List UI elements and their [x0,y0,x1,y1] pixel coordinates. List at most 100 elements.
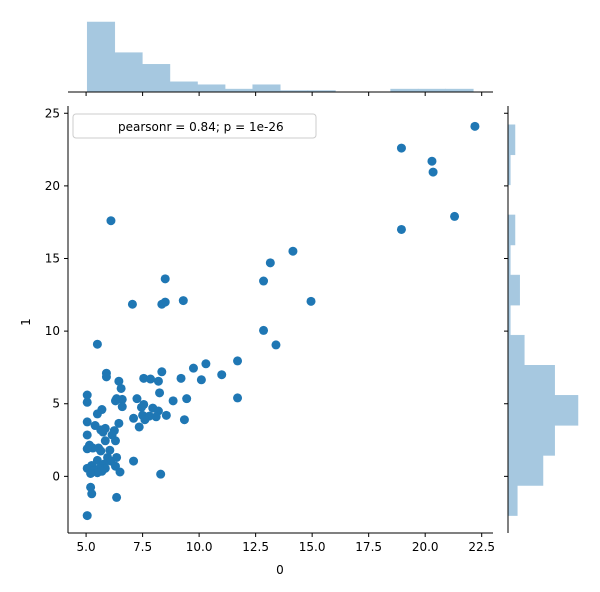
data-point [233,393,243,403]
data-point [396,143,406,153]
data-point [151,412,161,422]
y-histogram-bar [507,395,579,426]
data-point [178,296,188,306]
data-point [157,367,167,377]
x-histogram-bar [114,52,143,93]
y-histogram-bar [507,274,520,306]
scatter-points [82,121,480,521]
data-point [179,415,189,425]
data-point [92,339,102,349]
data-point [86,468,96,478]
data-point [288,246,298,256]
data-point [217,370,227,380]
y-tick-label: 0 [52,469,60,483]
data-point [157,299,167,309]
y-histogram-bar [507,455,544,486]
data-point [470,121,480,131]
data-point [201,359,211,369]
data-point [114,418,124,428]
data-point [153,376,163,386]
data-point [96,446,106,456]
legend: pearsonr = 0.84; p = 1e-26 [72,113,317,139]
data-point [115,467,125,477]
data-point [105,445,115,455]
data-point [132,394,142,404]
data-point [101,372,111,382]
data-point [139,373,149,383]
x-tick-label: 10.0 [186,540,213,554]
data-point [156,469,166,479]
data-point [271,340,281,350]
data-point [196,375,206,385]
data-point [396,224,406,234]
data-point [92,409,102,419]
x-tick-label: 7.5 [133,540,152,554]
x-histogram-bar [252,84,281,93]
y-histogram-bar [507,365,555,396]
y-histogram-bar [507,485,518,516]
data-point [134,422,144,432]
x-axis: 5.0 7.5 10.0 12.5 15.0 17.5 20.0 22.5 [68,532,495,554]
data-point [129,413,139,423]
y-histogram-bar [507,425,555,456]
x-tick-label: 22.5 [468,540,495,554]
data-point [161,410,171,420]
data-point [176,373,186,383]
x-histogram-bar [86,21,116,93]
y-axis-label: 1 [19,318,33,326]
x-tick-label: 5.0 [77,540,96,554]
data-point [160,274,170,284]
data-point [140,415,150,425]
y-axis: 0 5 10 15 20 25 [45,106,69,533]
data-point [136,402,146,412]
x-marginal-axis [68,91,493,96]
data-point [82,397,92,407]
data-point [146,374,156,384]
x-histogram-bar [169,81,198,93]
x-axis-label: 0 [276,563,284,577]
y-tick-label: 25 [45,106,60,120]
y-tick-label: 5 [52,397,60,411]
data-point [127,299,137,309]
data-point [116,383,126,393]
data-point [182,394,192,404]
data-point [92,468,102,478]
data-point [428,167,438,177]
x-histogram-bar [197,84,226,93]
data-point [110,396,120,406]
data-point [100,436,110,446]
x-tick-label: 15.0 [299,540,326,554]
data-point [82,390,92,400]
data-point [106,216,116,226]
data-point [87,489,97,499]
data-point [306,296,316,306]
y-marginal-axis [504,106,509,533]
data-point [114,376,124,386]
y-tick-label: 20 [45,179,60,193]
data-point [82,417,92,427]
data-point [82,444,92,454]
data-point [155,388,165,398]
data-point [265,258,275,268]
x-tick-label: 17.5 [355,540,382,554]
data-point [427,156,437,166]
data-point [98,427,108,437]
data-point [233,356,243,366]
y-histogram-bar [507,334,525,366]
legend-text: pearsonr = 0.84; p = 1e-26 [118,120,284,134]
data-point [117,394,127,404]
data-point [168,396,178,406]
legend-box [72,113,317,139]
y-histogram-bar [507,214,516,246]
x-tick-label: 12.5 [242,540,269,554]
data-point [117,402,127,412]
x-marginal-histogram [86,21,474,93]
data-point [188,363,198,373]
y-histogram-bar [507,124,516,156]
data-point [129,456,139,466]
data-point [112,492,122,502]
data-point [259,325,269,335]
data-point [259,276,269,286]
data-point [450,211,460,221]
